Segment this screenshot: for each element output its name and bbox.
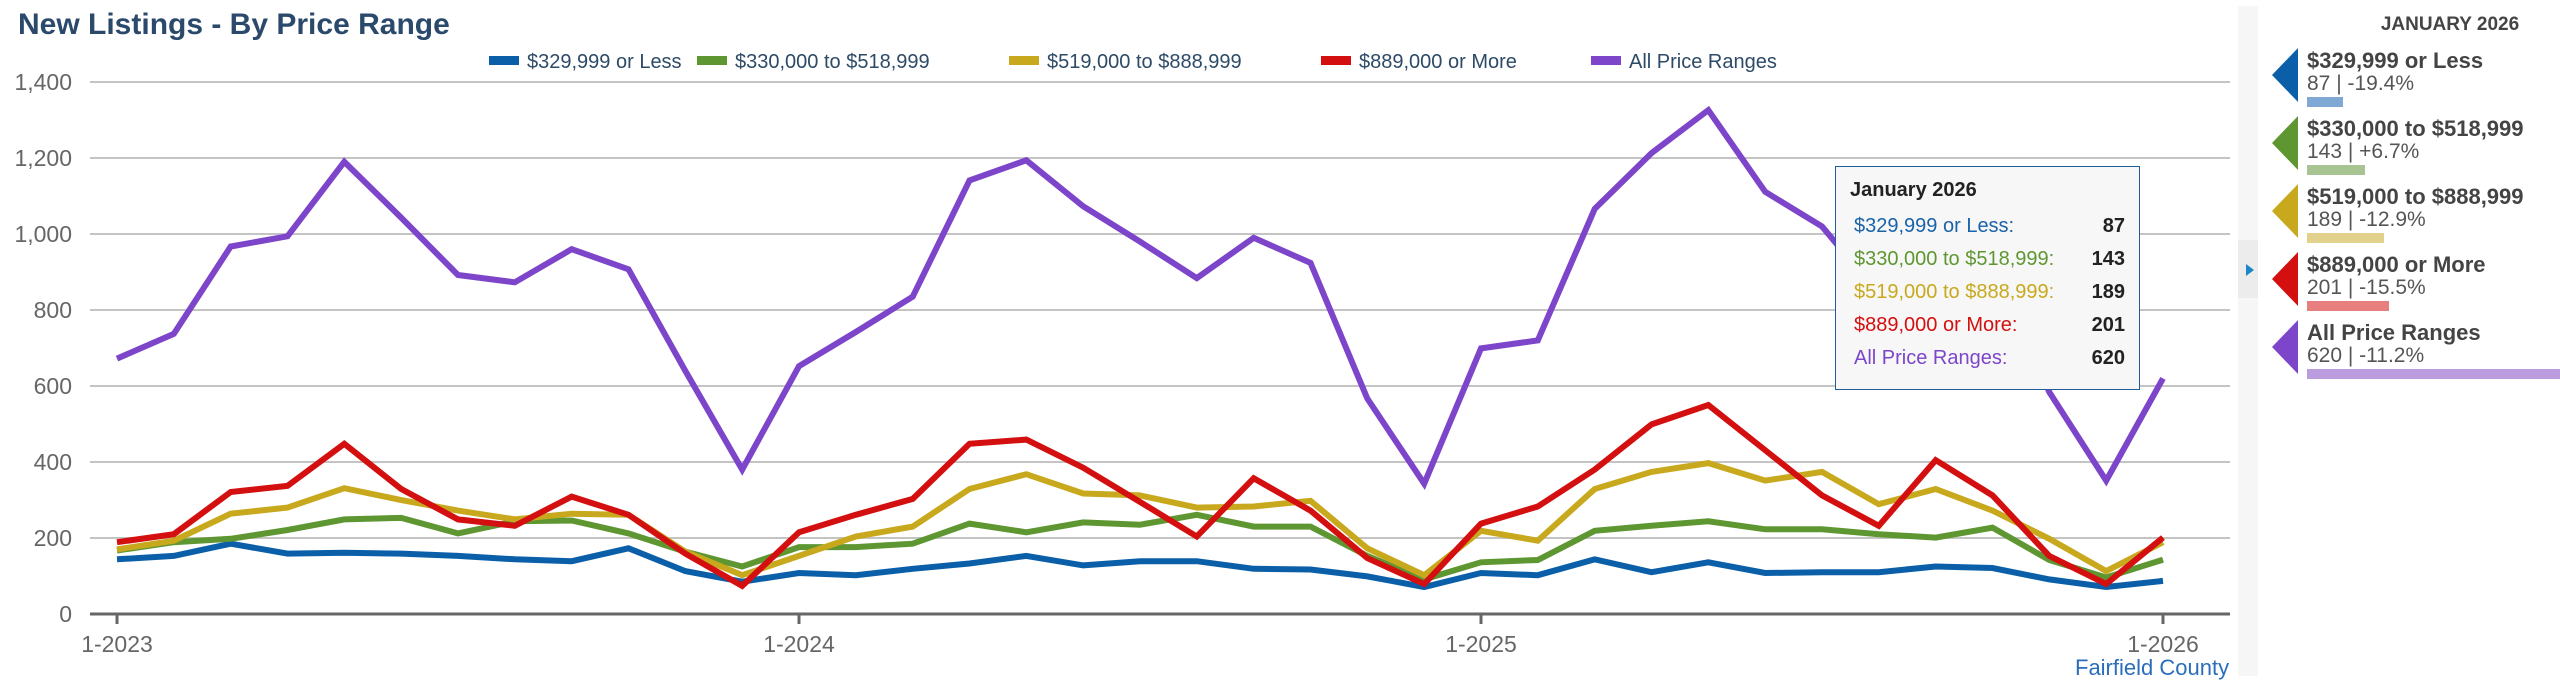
tooltip-label: $329,999 or Less: — [1854, 215, 2014, 238]
legend-label[interactable]: $329,999 or Less — [527, 51, 682, 73]
item-bar — [2307, 165, 2365, 175]
tooltip-row: $889,000 or More: 201 — [1850, 309, 2125, 342]
tooltip-value: 620 — [2092, 347, 2125, 370]
item-stat: 620 | -11.2% — [2307, 344, 2424, 368]
y-tick-label: 800 — [34, 297, 72, 323]
triangle-left-icon — [2272, 116, 2298, 170]
tooltip-label: $330,000 to $518,999: — [1854, 248, 2054, 271]
side-panel-title: JANUARY 2026 — [2300, 14, 2560, 36]
legend: $329,999 or Less $330,000 to $518,999 $519… — [489, 51, 1777, 73]
y-tick-label: 0 — [59, 601, 72, 627]
triangle-left-icon — [2272, 320, 2298, 374]
item-stat: 143 | +6.7% — [2307, 140, 2419, 164]
legend-swatch — [489, 56, 519, 65]
x-tick-label: 1-2025 — [1445, 631, 1517, 657]
y-axis-ticks: 0 200 400 600 800 1,000 1,200 1,400 — [14, 69, 72, 627]
tooltip-label: $889,000 or More: — [1854, 314, 2017, 337]
tooltip-title: January 2026 — [1850, 179, 2125, 202]
tooltip-value: 143 — [2092, 248, 2125, 271]
x-tick-label: 1-2024 — [763, 631, 835, 657]
tooltip-value: 87 — [2103, 215, 2125, 238]
legend-swatch — [1009, 56, 1039, 65]
item-name: $330,000 to $518,999 — [2307, 116, 2524, 142]
item-bar — [2307, 97, 2343, 107]
y-tick-label: 1,200 — [14, 145, 72, 171]
x-tick-label: 1-2023 — [81, 631, 153, 657]
tooltip-row: $519,000 to $888,999: 189 — [1850, 276, 2125, 309]
item-bar — [2307, 369, 2560, 379]
y-tick-label: 1,000 — [14, 221, 72, 247]
item-name: All Price Ranges — [2307, 320, 2481, 346]
y-tick-label: 400 — [34, 449, 72, 475]
legend-swatch — [1591, 56, 1621, 65]
item-bar — [2307, 233, 2384, 243]
legend-label[interactable]: $889,000 or More — [1359, 51, 1517, 73]
triangle-left-icon — [2272, 184, 2298, 238]
legend-label[interactable]: $519,000 to $888,999 — [1047, 51, 1242, 73]
triangle-left-icon — [2272, 252, 2298, 306]
side-panel-scroll-strip — [2238, 6, 2258, 676]
y-tick-label: 600 — [34, 373, 72, 399]
item-stat: 189 | -12.9% — [2307, 208, 2426, 232]
tooltip-value: 189 — [2092, 281, 2125, 304]
item-stat: 201 | -15.5% — [2307, 276, 2426, 300]
tooltip-value: 201 — [2092, 314, 2125, 337]
item-name: $889,000 or More — [2307, 252, 2486, 278]
x-axis: 1-2023 1-2024 1-2025 1-2026 — [81, 614, 2230, 657]
tooltip-row: All Price Ranges: 620 — [1850, 342, 2125, 375]
y-tick-label: 200 — [34, 525, 72, 551]
legend-swatch — [697, 56, 727, 65]
fairfield-county-link[interactable]: Fairfield County — [2075, 655, 2229, 681]
triangle-left-icon — [2272, 48, 2298, 102]
item-bar — [2307, 301, 2389, 311]
item-stat: 87 | -19.4% — [2307, 72, 2414, 96]
series-line-0[interactable] — [117, 544, 2163, 587]
x-tick-label: 1-2026 — [2127, 631, 2199, 657]
legend-label[interactable]: $330,000 to $518,999 — [735, 51, 930, 73]
item-name: $329,999 or Less — [2307, 48, 2483, 74]
hover-tooltip: January 2026 $329,999 or Less: 87 $330,000… — [1835, 166, 2140, 390]
caret-right-icon[interactable] — [2246, 264, 2254, 276]
tooltip-row: $329,999 or Less: 87 — [1850, 210, 2125, 243]
tooltip-label: All Price Ranges: — [1854, 347, 2007, 370]
item-name: $519,000 to $888,999 — [2307, 184, 2524, 210]
legend-swatch — [1321, 56, 1351, 65]
tooltip-label: $519,000 to $888,999: — [1854, 281, 2054, 304]
legend-label[interactable]: All Price Ranges — [1629, 51, 1777, 73]
y-tick-label: 1,400 — [14, 69, 72, 95]
tooltip-row: $330,000 to $518,999: 143 — [1850, 243, 2125, 276]
